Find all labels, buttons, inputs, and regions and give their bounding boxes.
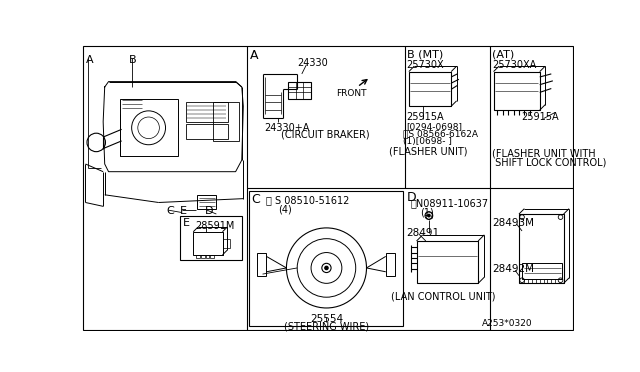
Bar — [186, 124, 228, 140]
Bar — [223, 239, 230, 248]
Bar — [193, 232, 223, 255]
Text: 28491: 28491 — [406, 228, 440, 238]
Bar — [250, 191, 403, 326]
Text: 25915A: 25915A — [406, 112, 444, 122]
Text: C: C — [251, 193, 260, 206]
Text: (4): (4) — [278, 204, 292, 214]
Bar — [409, 71, 451, 106]
Bar — [210, 255, 214, 258]
Text: SHIFT LOCK CONTROL): SHIFT LOCK CONTROL) — [492, 158, 606, 168]
Bar — [522, 263, 562, 279]
Text: Ⓢ S 08510-51612: Ⓢ S 08510-51612 — [266, 196, 350, 206]
Text: B (MT): B (MT) — [406, 49, 443, 59]
Circle shape — [427, 214, 431, 218]
Bar — [493, 71, 540, 110]
Text: E: E — [182, 218, 189, 228]
Bar — [386, 253, 395, 276]
Text: FRONT: FRONT — [336, 89, 366, 98]
Bar — [205, 255, 209, 258]
Text: D: D — [205, 206, 213, 217]
Text: 25730X: 25730X — [406, 60, 444, 70]
Text: (AT): (AT) — [492, 49, 515, 59]
Text: D: D — [406, 191, 416, 204]
Text: A253*0320: A253*0320 — [482, 319, 532, 328]
Bar — [288, 81, 311, 99]
Text: [0294-0698]: [0294-0698] — [406, 122, 463, 131]
Text: 25554: 25554 — [310, 314, 343, 324]
Bar — [212, 102, 239, 141]
Text: 28493M: 28493M — [492, 218, 534, 228]
Text: 24330+A: 24330+A — [264, 123, 310, 133]
Text: 28492M: 28492M — [492, 264, 534, 274]
Text: (FLASHER UNIT): (FLASHER UNIT) — [389, 146, 467, 156]
Bar — [186, 102, 228, 122]
Circle shape — [324, 266, 329, 270]
Bar — [180, 216, 242, 260]
Bar — [197, 195, 216, 209]
Text: 25730XA: 25730XA — [492, 60, 536, 70]
Text: 28591M: 28591M — [196, 221, 235, 231]
Bar — [196, 255, 200, 258]
Text: C: C — [166, 206, 174, 217]
Text: A: A — [86, 55, 93, 65]
Text: ⓃN08911-10637: ⓃN08911-10637 — [410, 199, 488, 209]
Bar — [120, 99, 178, 156]
Text: (CIRCUIT BRAKER): (CIRCUIT BRAKER) — [280, 129, 369, 140]
Bar — [201, 255, 205, 258]
Text: B: B — [129, 55, 137, 65]
Text: (1)[0698- ]: (1)[0698- ] — [403, 137, 452, 146]
Text: ⓈS 08566-6162A: ⓈS 08566-6162A — [403, 129, 479, 138]
Text: (LAN CONTROL UNIT): (LAN CONTROL UNIT) — [391, 291, 496, 301]
Text: 25915A: 25915A — [522, 112, 559, 122]
Text: 24330: 24330 — [297, 58, 328, 68]
Bar — [257, 253, 266, 276]
Text: E: E — [180, 206, 187, 217]
Bar — [417, 241, 478, 283]
Bar — [519, 214, 564, 283]
Text: (1): (1) — [420, 208, 434, 218]
Text: (STEERING WIRE): (STEERING WIRE) — [284, 322, 369, 332]
Text: A: A — [250, 49, 258, 62]
Text: (FLASHER UNIT WITH: (FLASHER UNIT WITH — [492, 148, 596, 158]
